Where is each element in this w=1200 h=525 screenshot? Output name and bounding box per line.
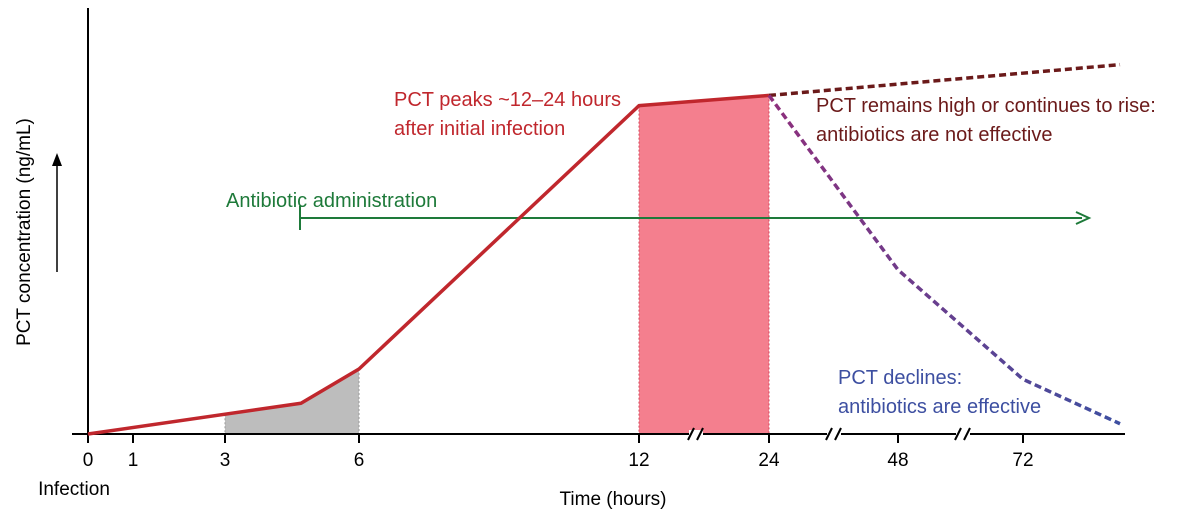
x-axis-label: Time (hours) xyxy=(560,489,667,510)
effective-annotation-line-1: PCT declines: xyxy=(838,367,962,389)
x-ticks: 0 1 3 6 12 24 48 72 xyxy=(83,434,1034,471)
antibiotic-arrowhead xyxy=(1075,211,1092,225)
axis-break-gap xyxy=(827,430,841,438)
y-direction-arrowhead xyxy=(52,153,62,166)
x-tick-label-12: 12 xyxy=(628,450,649,471)
shaded-region-1 xyxy=(225,369,359,434)
x-tick-label-24: 24 xyxy=(758,450,780,471)
shaded-regions xyxy=(224,95,770,435)
effective-annotation-line-2: antibiotics are effective xyxy=(838,396,1041,418)
not-effective-annotation-line-1: PCT remains high or continues to rise: xyxy=(816,95,1156,117)
peak-annotation-line-1: PCT peaks ~12–24 hours xyxy=(394,89,621,111)
series-effective-line xyxy=(767,94,1121,426)
x-tick-label-48: 48 xyxy=(887,450,908,471)
x-tick-label-72: 72 xyxy=(1012,450,1033,471)
antibiotic-arrow-group xyxy=(299,206,1092,230)
axis-break-mark xyxy=(954,427,962,441)
axis-break-mark xyxy=(834,427,842,441)
axes xyxy=(52,8,1125,435)
axis-break-mark xyxy=(687,427,695,441)
y-axis-label: PCT concentration (ng/mL) xyxy=(14,118,35,346)
shaded-region-2 xyxy=(639,95,769,435)
infection-label: Infection xyxy=(38,479,110,500)
axis-break-mark xyxy=(696,427,704,441)
not-effective-annotation-line-2: antibiotics are not effective xyxy=(816,124,1052,146)
series-not-effective-line xyxy=(768,62,1121,98)
peak-annotation-line-2: after initial infection xyxy=(394,118,565,140)
axis-break-mark xyxy=(825,427,833,441)
axis-breaks xyxy=(687,427,971,441)
x-tick-label-1: 1 xyxy=(128,450,139,471)
x-tick-label-6: 6 xyxy=(354,450,365,471)
antibiotic-label: Antibiotic administration xyxy=(226,190,437,212)
axis-break-gap xyxy=(689,430,703,438)
axis-break-gap xyxy=(956,430,970,438)
x-tick-label-3: 3 xyxy=(220,450,231,471)
x-tick-label-0: 0 xyxy=(83,450,94,471)
axis-break-mark xyxy=(963,427,971,441)
series-lines xyxy=(87,62,1121,436)
